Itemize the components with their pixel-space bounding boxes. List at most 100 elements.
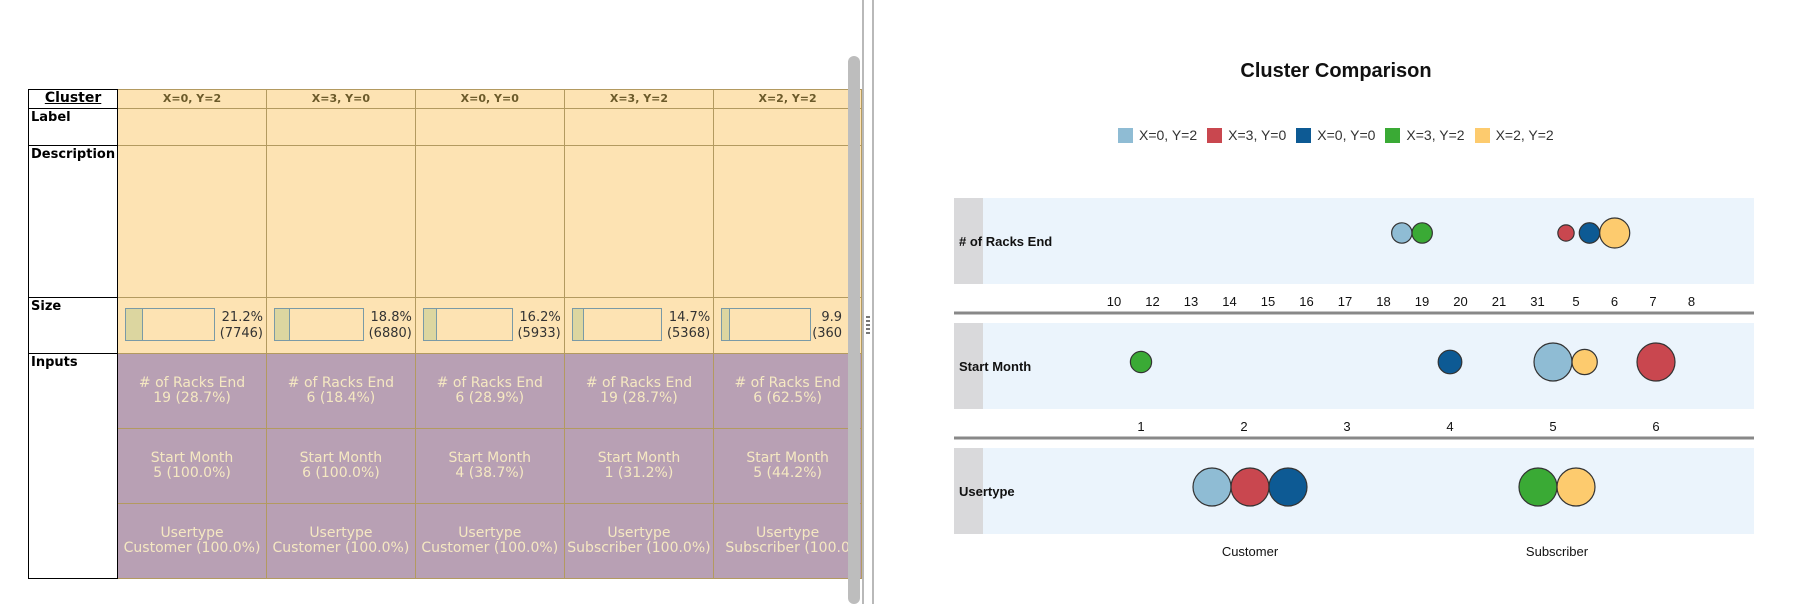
size-percent: 18.8% xyxy=(370,310,412,325)
input-cell[interactable]: Usertype Subscriber (100.0%) xyxy=(563,503,715,579)
input-field-name: Usertype xyxy=(309,525,373,541)
input-cell[interactable]: Usertype Customer (100.0%) xyxy=(117,503,267,579)
panel-background xyxy=(954,448,1754,534)
legend-swatch xyxy=(1474,127,1490,143)
input-field-name: # of Racks End xyxy=(138,375,246,391)
size-value: 21.2% (7746) xyxy=(220,310,263,342)
input-field-value: Customer (100.0%) xyxy=(421,540,559,556)
size-cell[interactable]: 14.7% (5368) xyxy=(563,297,715,354)
description-cell[interactable] xyxy=(414,145,565,298)
legend-label: X=3, Y=2 xyxy=(1406,127,1465,143)
size-bar xyxy=(571,308,662,341)
size-cell[interactable]: 9.9 (360 xyxy=(713,297,862,354)
input-cell[interactable]: # of Racks End 6 (18.4%) xyxy=(265,353,416,429)
cluster-point xyxy=(1230,467,1270,507)
legend-label: X=3, Y=0 xyxy=(1228,127,1287,143)
cluster-point xyxy=(1268,467,1308,507)
legend-swatch xyxy=(1207,127,1223,143)
axis-tick-label: 20 xyxy=(1453,294,1467,309)
size-percent: 9.9 xyxy=(821,310,843,325)
size-cell[interactable]: 21.2% (7746) xyxy=(117,297,267,354)
axis-tick-label: 7 xyxy=(1649,294,1656,309)
legend-item: X=3, Y=0 xyxy=(1207,127,1286,143)
cluster-point xyxy=(1518,467,1558,507)
size-count: (5933) xyxy=(517,326,561,341)
cluster-point xyxy=(1411,222,1433,244)
input-field-value: 5 (44.2%) xyxy=(753,465,822,481)
label-row-header: Label xyxy=(27,108,119,146)
label-cell[interactable] xyxy=(117,108,267,146)
cluster-point xyxy=(1571,348,1598,376)
cluster-point xyxy=(1636,342,1676,382)
input-cell[interactable]: Start Month 1 (31.2%) xyxy=(563,428,715,504)
inputs-row-header: Inputs xyxy=(27,353,119,579)
cluster-point xyxy=(1192,467,1232,507)
size-value: 18.8% (6880) xyxy=(369,310,412,342)
input-cell[interactable]: # of Racks End 6 (62.5%) xyxy=(713,353,862,429)
size-cell[interactable]: 18.8% (6880) xyxy=(265,297,416,354)
size-bar-fill xyxy=(572,309,585,340)
description-cell[interactable] xyxy=(713,145,862,298)
input-field-value: 19 (28.7%) xyxy=(153,390,231,406)
cluster-column-header[interactable]: X=0, Y=0 xyxy=(414,89,565,109)
cluster-column-header[interactable]: X=0, Y=2 xyxy=(117,89,267,109)
input-cell[interactable]: Start Month 5 (100.0%) xyxy=(117,428,267,504)
input-cell[interactable]: # of Racks End 6 (28.9%) xyxy=(414,353,565,429)
input-cell[interactable]: Start Month 6 (100.0%) xyxy=(265,428,416,504)
legend-swatch xyxy=(1296,127,1312,143)
input-cell[interactable]: Usertype Customer (100.0%) xyxy=(265,503,416,579)
size-value: 16.2% (5933) xyxy=(517,310,560,342)
cluster-view-pane: Cluster X=0, Y=2 X=3, Y=0 X=0, Y=0 X=3, … xyxy=(0,0,862,604)
input-cell[interactable]: Start Month 5 (44.2%) xyxy=(713,428,862,504)
label-cell[interactable] xyxy=(563,108,715,146)
size-bar xyxy=(273,308,364,341)
label-cell[interactable] xyxy=(414,108,565,146)
panel-label: Usertype xyxy=(959,484,1015,499)
input-cell[interactable]: Start Month 4 (38.7%) xyxy=(414,428,565,504)
size-percent: 21.2% xyxy=(221,310,263,325)
description-cell[interactable] xyxy=(117,145,267,298)
size-cell[interactable]: 16.2% (5933) xyxy=(414,297,565,354)
size-percent: 14.7% xyxy=(668,310,711,325)
size-count: (7746) xyxy=(219,326,263,341)
input-field-name: Start Month xyxy=(597,450,681,466)
legend-item: X=0, Y=2 xyxy=(1118,127,1197,143)
description-cell[interactable] xyxy=(563,145,715,298)
input-field-name: Usertype xyxy=(607,525,671,541)
cluster-column-header[interactable]: X=3, Y=2 xyxy=(563,89,715,109)
description-cell[interactable] xyxy=(265,145,416,298)
size-bar-fill xyxy=(722,309,731,340)
size-percent: 16.2% xyxy=(519,310,561,325)
input-field-value: 1 (31.2%) xyxy=(604,465,674,481)
chart-legend: X=0, Y=2 X=3, Y=0 X=0, Y=0 X=3, Y=2 X=2, Y=2 xyxy=(1118,127,1554,143)
size-count: (6880) xyxy=(368,326,412,341)
label-cell[interactable] xyxy=(265,108,416,146)
cluster-column-header[interactable]: X=2, Y=2 xyxy=(713,89,862,109)
cluster-point xyxy=(1437,349,1463,375)
size-bar-fill xyxy=(423,309,437,340)
axis-tick-label: 21 xyxy=(1492,294,1506,309)
axis-tick-label: 5 xyxy=(1572,294,1579,309)
cluster-header: Cluster xyxy=(27,89,119,109)
cluster-point xyxy=(1129,350,1153,374)
label-cell[interactable] xyxy=(713,108,862,146)
input-cell[interactable]: Usertype Subscriber (100.0 xyxy=(713,503,862,579)
size-bar-fill xyxy=(274,309,290,340)
vertical-scrollbar[interactable] xyxy=(848,56,860,604)
legend-label: X=2, Y=2 xyxy=(1495,127,1554,143)
pane-splitter[interactable] xyxy=(862,0,874,604)
input-cell[interactable]: Usertype Customer (100.0%) xyxy=(414,503,565,579)
input-cell[interactable]: # of Racks End 19 (28.7%) xyxy=(563,353,715,429)
panel-label-background xyxy=(954,198,983,284)
input-cell[interactable]: # of Racks End 19 (28.7%) xyxy=(117,353,267,429)
panel-label: Start Month xyxy=(959,359,1031,374)
size-value: 9.9 (360 xyxy=(812,310,842,342)
axis-tick-label: 2 xyxy=(1240,419,1247,434)
size-bar xyxy=(721,308,812,341)
cluster-column-header[interactable]: X=3, Y=0 xyxy=(265,89,416,109)
legend-item: X=3, Y=2 xyxy=(1385,127,1465,143)
axis-tick-label: 10 xyxy=(1107,294,1121,309)
axis-tick-label: 15 xyxy=(1261,294,1275,309)
axis-tick-label: Customer xyxy=(1222,544,1279,559)
splitter-grip-icon[interactable] xyxy=(866,316,870,334)
